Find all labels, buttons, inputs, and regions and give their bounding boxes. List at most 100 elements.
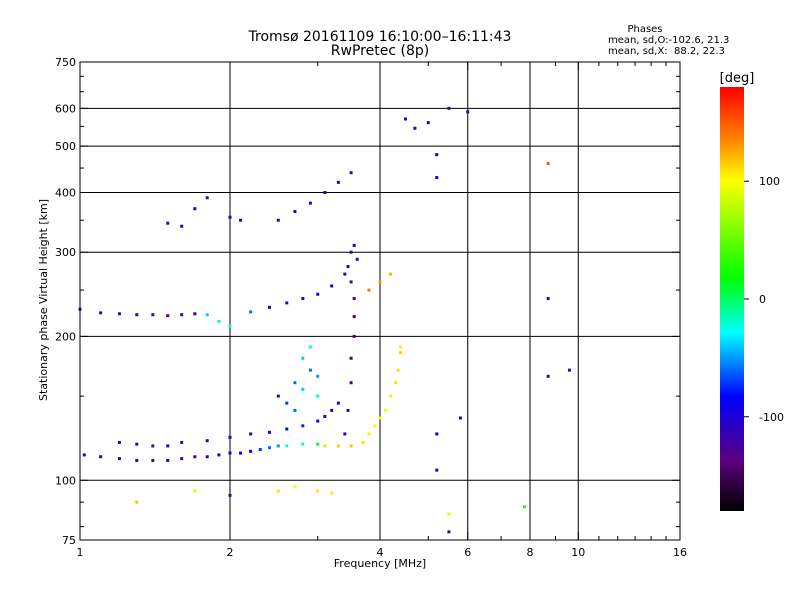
data-point (352, 243, 356, 247)
data-point (82, 453, 86, 457)
data-point (276, 489, 280, 493)
data-points (78, 106, 571, 534)
plot-area (80, 62, 680, 540)
y-tick-label: 100 (55, 474, 76, 487)
data-point (276, 444, 280, 448)
data-point (447, 530, 451, 534)
data-point (403, 117, 407, 121)
data-point (285, 401, 289, 405)
data-point (458, 416, 462, 420)
data-point (228, 324, 232, 328)
data-point (228, 435, 232, 439)
data-point (217, 453, 221, 457)
data-point (399, 345, 403, 349)
data-point (346, 265, 350, 269)
x-tick-label: 10 (571, 546, 585, 559)
data-point (276, 218, 280, 222)
data-point (151, 444, 155, 448)
data-point (330, 408, 334, 412)
data-point (435, 432, 439, 436)
data-point (567, 368, 571, 372)
data-point (205, 439, 209, 443)
data-point (361, 440, 365, 444)
data-point (135, 442, 139, 446)
data-point (239, 218, 243, 222)
colorbar-tick-label: -100 (759, 411, 784, 424)
data-point (308, 345, 312, 349)
data-point (193, 489, 197, 493)
data-point (355, 257, 359, 261)
data-point (228, 215, 232, 219)
data-point (249, 449, 253, 453)
x-axis-label: Frequency [MHz] (334, 557, 426, 570)
x-tick-label: 6 (464, 546, 471, 559)
data-point (166, 314, 170, 318)
data-point (349, 171, 353, 175)
y-tick-label: 75 (62, 534, 76, 547)
y-tick-label: 300 (55, 246, 76, 259)
data-point (378, 416, 382, 420)
data-point (135, 500, 139, 504)
data-point (447, 106, 451, 110)
x-tick-label: 4 (377, 546, 384, 559)
colorbar-bar (720, 87, 744, 511)
data-point (323, 414, 327, 418)
data-point (316, 394, 320, 398)
data-point (205, 455, 209, 459)
data-point (151, 313, 155, 317)
data-point (99, 455, 103, 459)
data-point (228, 451, 232, 455)
data-point (180, 440, 184, 444)
data-point (180, 457, 184, 461)
data-point (413, 126, 417, 130)
data-point (193, 312, 197, 316)
data-point (301, 387, 305, 391)
colorbar-label: [deg] (720, 71, 755, 86)
stats-x-mode: mean, sd,X: 88.2, 22.3 (608, 46, 725, 57)
data-point (396, 368, 400, 372)
data-point (336, 180, 340, 184)
data-point (316, 419, 320, 423)
data-point (285, 301, 289, 305)
x-tick-label: 2 (227, 546, 234, 559)
x-tick-label: 8 (527, 546, 534, 559)
data-point (166, 444, 170, 448)
data-point (180, 224, 184, 228)
data-point (352, 334, 356, 338)
data-point (301, 424, 305, 428)
data-point (435, 468, 439, 472)
y-tick-label: 400 (55, 186, 76, 199)
data-point (383, 408, 387, 412)
axes: 1 2 4 6 8 10 16 75 100 200 300 400 500 600 750 (55, 56, 687, 559)
data-point (267, 430, 271, 434)
data-point (373, 424, 377, 428)
data-point (285, 444, 289, 448)
data-point (435, 153, 439, 157)
data-point (293, 210, 297, 214)
data-point (276, 394, 280, 398)
data-point (301, 442, 305, 446)
data-point (546, 297, 550, 301)
colorbar-tick-label: 0 (759, 293, 766, 306)
data-point (308, 201, 312, 205)
data-point (249, 432, 253, 436)
data-point (267, 446, 271, 450)
y-tick-label: 200 (55, 330, 76, 343)
data-point (435, 175, 439, 179)
data-point (228, 493, 232, 497)
data-point (352, 315, 356, 319)
data-point (323, 444, 327, 448)
data-point (349, 356, 353, 360)
data-point (447, 512, 451, 516)
data-point (546, 161, 550, 165)
data-point (316, 292, 320, 296)
data-point (378, 280, 382, 284)
data-point (301, 297, 305, 301)
x-tick-label: 1 (77, 546, 84, 559)
data-point (316, 374, 320, 378)
data-point (217, 319, 221, 323)
data-point (466, 110, 470, 114)
data-point (336, 401, 340, 405)
data-point (205, 313, 209, 317)
